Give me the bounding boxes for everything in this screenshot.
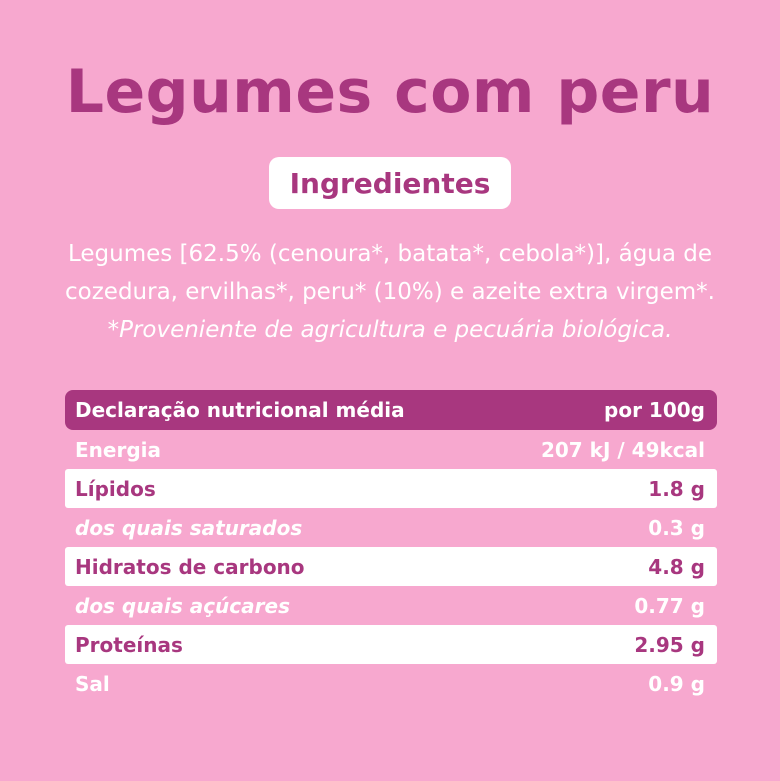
row-label: Sal	[75, 671, 110, 696]
nutrition-row-carbohydrates: Hidratos de carbono 4.8 g	[65, 547, 717, 586]
row-value: 0.9 g	[648, 671, 705, 696]
nutrition-row-lipids: Lípidos 1.8 g	[65, 469, 717, 508]
ingredients-text: Legumes [62.5% (cenoura*, batata*, cebol…	[20, 235, 760, 349]
row-value: 0.3 g	[648, 515, 705, 540]
nutrition-table: Declaração nutricional média por 100g En…	[65, 390, 717, 703]
header-value: por 100g	[604, 398, 705, 422]
row-label: Lípidos	[75, 476, 156, 501]
row-value: 0.77 g	[634, 593, 705, 618]
row-value: 1.8 g	[648, 476, 705, 501]
header-label: Declaração nutricional média	[75, 398, 405, 422]
ingredients-heading: Ingredientes	[269, 157, 511, 209]
nutrition-row-energy: Energia 207 kJ / 49kcal	[65, 430, 717, 469]
row-label: Hidratos de carbono	[75, 554, 305, 579]
nutrition-row-sugars: dos quais açúcares 0.77 g	[65, 586, 717, 625]
nutrition-row-salt: Sal 0.9 g	[65, 664, 717, 703]
ingredients-note: *Proveniente de agricultura e pecuária b…	[107, 317, 673, 343]
row-label: Proteínas	[75, 632, 183, 657]
page-title: Legumes com peru	[65, 57, 715, 127]
row-label: Energia	[75, 437, 161, 462]
ingredients-line-2: cozedura, ervilhas*, peru* (10%) e azeit…	[65, 279, 715, 305]
nutrition-row-saturated: dos quais saturados 0.3 g	[65, 508, 717, 547]
row-value: 4.8 g	[648, 554, 705, 579]
ingredients-heading-label: Ingredientes	[289, 166, 491, 200]
row-value: 2.95 g	[634, 632, 705, 657]
nutrition-table-header: Declaração nutricional média por 100g	[65, 390, 717, 430]
row-label: dos quais saturados	[75, 515, 303, 540]
row-label: dos quais açúcares	[75, 593, 290, 618]
nutrition-row-proteins: Proteínas 2.95 g	[65, 625, 717, 664]
row-value: 207 kJ / 49kcal	[540, 437, 705, 462]
ingredients-line-1: Legumes [62.5% (cenoura*, batata*, cebol…	[67, 241, 713, 267]
